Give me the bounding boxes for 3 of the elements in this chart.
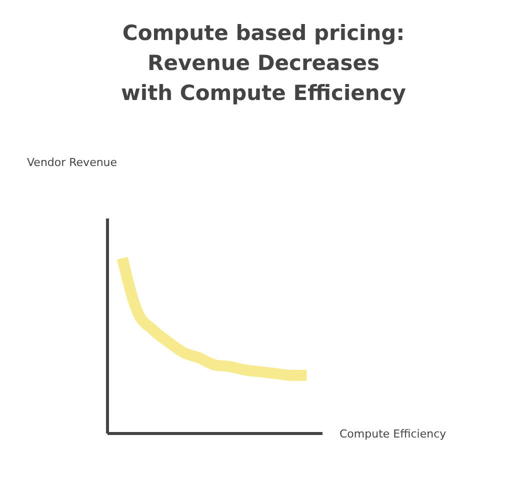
x-axis-title: Compute Efficiency — [340, 428, 447, 440]
text: Vendor Revenue — [27, 156, 118, 169]
chart-title: Compute based pricing: Revenue Decreases with Compute Efficiency — [121, 21, 406, 105]
